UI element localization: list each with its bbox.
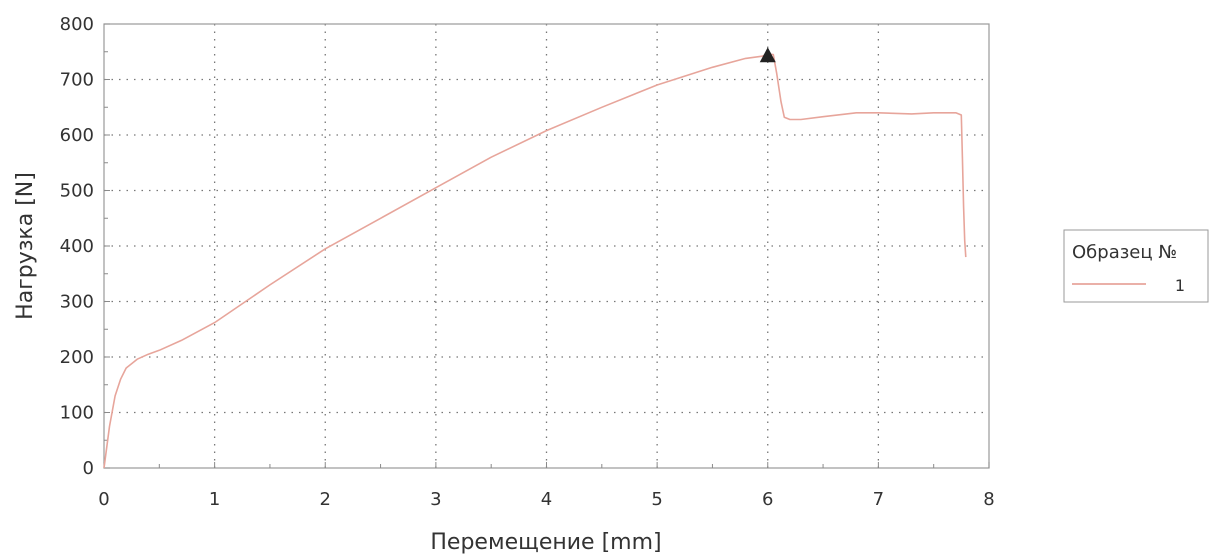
y-tick-label: 400: [60, 236, 94, 257]
legend-title: Образец №: [1072, 242, 1177, 263]
series-line-1: [104, 54, 966, 468]
x-tick-label: 3: [430, 489, 441, 510]
x-tick-label: 5: [651, 489, 662, 510]
y-tick-label: 800: [60, 14, 94, 35]
x-tick-label: 1: [209, 489, 220, 510]
y-tick-label: 100: [60, 403, 94, 424]
x-tick-label: 0: [98, 489, 109, 510]
y-tick-label: 300: [60, 292, 94, 313]
y-tick-label: 0: [83, 458, 94, 479]
x-tick-label: 2: [320, 489, 331, 510]
legend-entry-label: 1: [1175, 276, 1185, 295]
y-tick-label: 600: [60, 125, 94, 146]
legend-box: [1064, 230, 1208, 302]
y-tick-label: 200: [60, 347, 94, 368]
x-axis-title: Перемещение [mm]: [430, 530, 661, 555]
x-tick-label: 8: [983, 489, 994, 510]
x-tick-label: 4: [541, 489, 552, 510]
x-tick-labels: 0 1 2 3 4 5 6 7 8: [98, 489, 994, 510]
grid-lines: [104, 24, 989, 468]
y-axis-title: Нагрузка [N]: [13, 172, 38, 320]
y-tick-label: 700: [60, 70, 94, 91]
legend: Образец № 1: [1064, 230, 1208, 302]
x-tick-label: 7: [873, 489, 884, 510]
y-tick-label: 500: [60, 181, 94, 202]
y-tick-labels: 0 100 200 300 400 500 600 700 800: [60, 14, 94, 479]
series-layer: [104, 54, 966, 468]
x-tick-label: 6: [762, 489, 773, 510]
